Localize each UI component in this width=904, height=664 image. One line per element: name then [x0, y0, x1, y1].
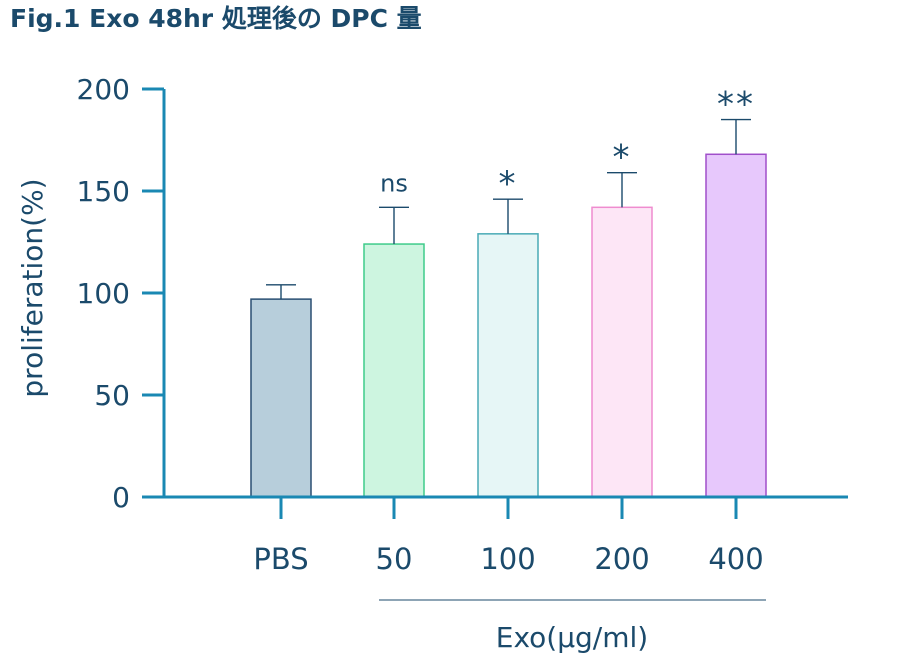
- y-axis-title: proliferation(%): [16, 178, 49, 397]
- bar-200: [591, 206, 653, 498]
- x-axis-title: Exo(μg/ml): [496, 621, 648, 654]
- x-tick-label-200: 200: [594, 542, 649, 576]
- x-tick-label-50: 50: [376, 542, 413, 576]
- y-tick-label-150: 150: [77, 175, 130, 208]
- significance-layer: ns ****: [380, 85, 755, 205]
- chart-title: Fig.1 Exo 48hr 処理後の DPC 量: [10, 4, 422, 33]
- x-tick-label-400: 400: [708, 542, 763, 576]
- x-tick-label-PBS: PBS: [253, 542, 308, 576]
- y-tick-label-100: 100: [77, 277, 130, 310]
- bar-PBS: [250, 298, 312, 498]
- y-ticks-layer: 0 50 100 150 200: [77, 73, 164, 514]
- bar-50: [363, 243, 425, 498]
- bar-400: [705, 153, 767, 498]
- significance-label-50: ns: [380, 169, 408, 197]
- bar-100: [477, 233, 539, 498]
- x-tick-label-100: 100: [480, 542, 535, 576]
- error-bars-layer: [266, 118, 751, 300]
- x-ticks-layer: PBS 50 100 200 400: [253, 497, 764, 576]
- y-tick-label-50: 50: [94, 379, 130, 412]
- significance-label-400: **: [717, 85, 755, 125]
- significance-label-100: *: [499, 164, 518, 204]
- significance-label-200: *: [613, 138, 632, 178]
- y-tick-label-0: 0: [112, 481, 130, 514]
- y-tick-label-200: 200: [77, 73, 130, 106]
